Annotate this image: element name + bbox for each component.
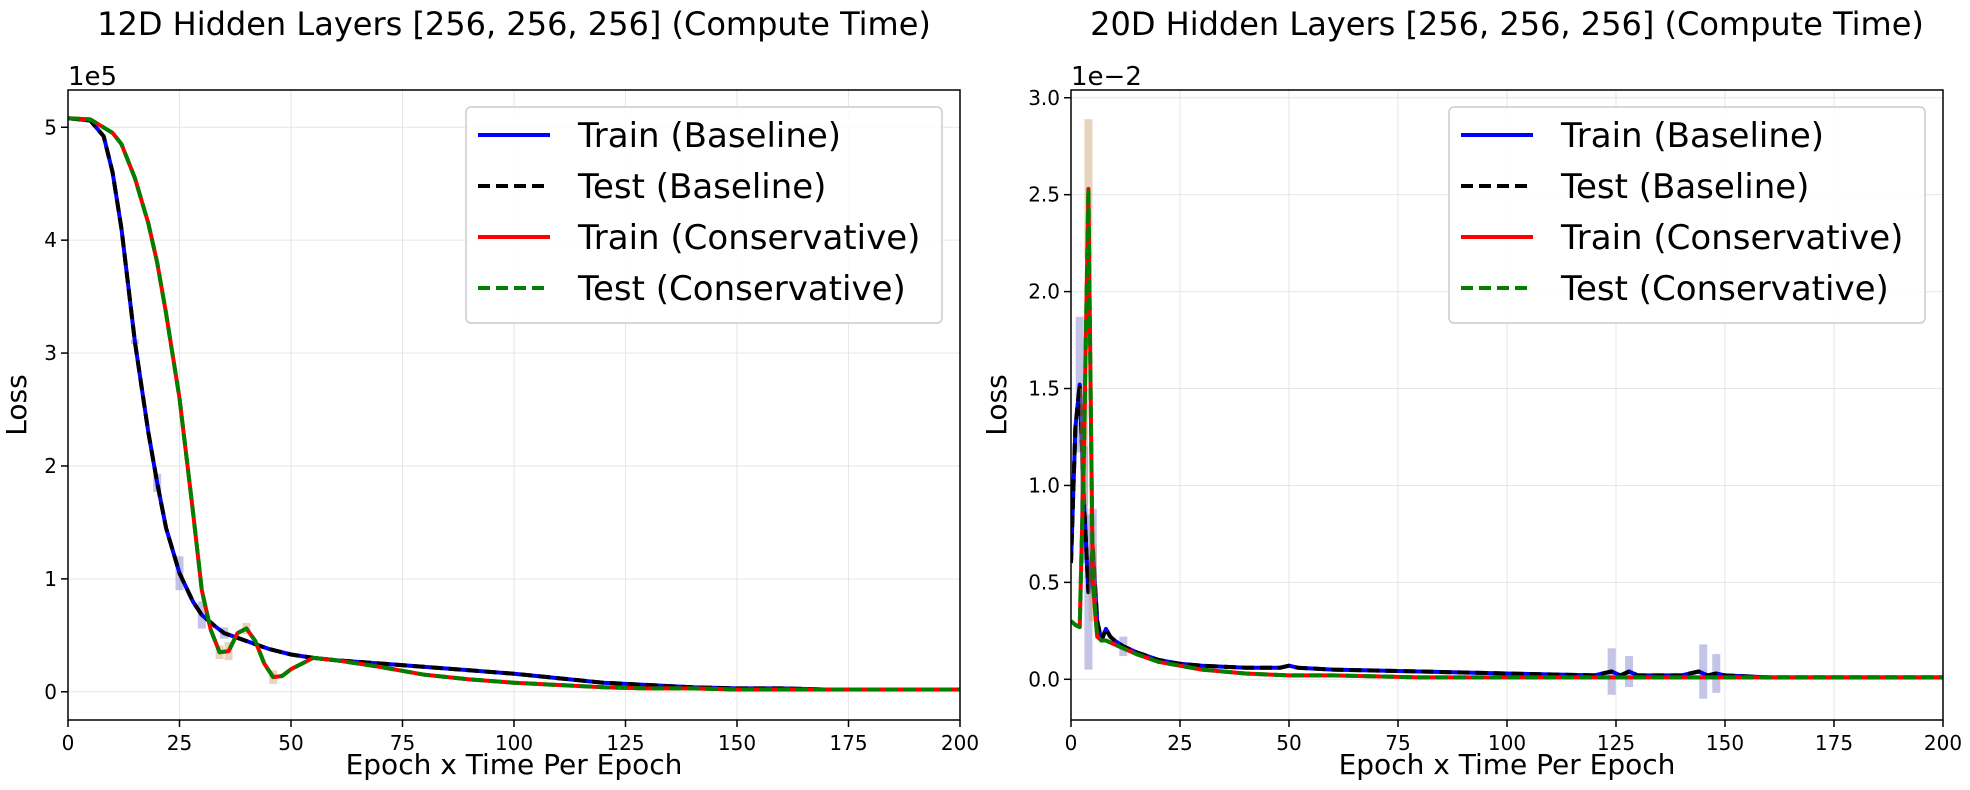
y-tick-label: 2.5 — [1028, 183, 1060, 207]
x-tick-label: 0 — [1065, 731, 1078, 755]
y-tick-label: 1.0 — [1028, 473, 1060, 497]
x-tick-label: 200 — [941, 731, 979, 755]
legend-label: Test (Conservative) — [577, 269, 906, 309]
legend-label: Train (Baseline) — [577, 116, 841, 156]
x-axis-label: Epoch x Time Per Epoch — [346, 748, 683, 781]
legend: Train (Baseline) Test (Baseline) Train (Co… — [1448, 106, 1926, 324]
y-tick-label: 1.5 — [1028, 377, 1060, 401]
x-tick-label: 75 — [390, 731, 415, 755]
x-tick-label: 100 — [495, 731, 533, 755]
y-tick-label: 4 — [44, 228, 57, 252]
legend-label: Test (Conservative) — [1560, 269, 1889, 309]
chart-title: 12D Hidden Layers [256, 256, 256] (Compu… — [97, 5, 931, 43]
legend-label: Train (Conservative) — [1560, 218, 1903, 258]
y-tick-label: 2.0 — [1028, 280, 1060, 304]
series-line-test-baseline — [1071, 382, 1943, 680]
legend-label: Train (Conservative) — [577, 218, 920, 258]
y-tick-label: 2 — [44, 454, 57, 478]
y-tick-label: 0.0 — [1028, 667, 1060, 691]
x-tick-label: 200 — [1924, 731, 1962, 755]
x-tick-label: 25 — [167, 731, 192, 755]
series-group — [1071, 119, 1943, 699]
x-tick-label: 0 — [62, 731, 75, 755]
x-tick-label: 125 — [1597, 731, 1635, 755]
y-tick-label: 5 — [44, 115, 57, 139]
chart-panel-1: 0 25 50 75 100 125 150 175 200 0 1 2 3 4 5 12D Hidden L… — [0, 5, 979, 781]
legend-label: Test (Baseline) — [577, 167, 826, 207]
y-tick-label: 0.5 — [1028, 570, 1060, 594]
y-tick-label: 1 — [44, 567, 57, 591]
chart-title: 20D Hidden Layers [256, 256, 256] (Compu… — [1090, 5, 1924, 43]
x-tick-label: 25 — [1167, 731, 1192, 755]
x-axis-label: Epoch x Time Per Epoch — [1339, 748, 1676, 781]
series-line-test-conservative — [1071, 186, 1943, 680]
legend-box — [1448, 106, 1926, 324]
x-tick-label: 125 — [606, 731, 644, 755]
legend: Train (Baseline) Test (Baseline) Train (Co… — [465, 106, 943, 324]
y-tick-label: 3 — [44, 341, 57, 365]
x-tick-label: 50 — [278, 731, 303, 755]
legend-label: Train (Baseline) — [1560, 116, 1824, 156]
y-tick-label: 3.0 — [1028, 86, 1060, 110]
series-line-train-conservative — [68, 116, 960, 692]
legend-label: Test (Baseline) — [1560, 167, 1809, 207]
legend-box — [465, 106, 943, 324]
x-tick-label: 150 — [1706, 731, 1744, 755]
chart-panel-2: 0 25 50 75 100 125 150 175 200 0.0 0.5 1.0 1.5 2.0 2.5… — [980, 5, 1962, 781]
y-exponent-label: 1e5 — [68, 62, 117, 92]
y-axis-label: Loss — [980, 374, 1013, 435]
x-tick-label: 50 — [1276, 731, 1301, 755]
series-group — [68, 116, 960, 692]
y-axis-label: Loss — [0, 374, 33, 435]
x-tick-label: 75 — [1385, 731, 1410, 755]
x-tick-label: 100 — [1488, 731, 1526, 755]
y-tick-label: 0 — [44, 680, 57, 704]
y-exponent-label: 1e−2 — [1071, 62, 1142, 92]
x-tick-label: 175 — [1815, 731, 1853, 755]
x-tick-label: 175 — [829, 731, 867, 755]
x-tick-label: 150 — [718, 731, 756, 755]
